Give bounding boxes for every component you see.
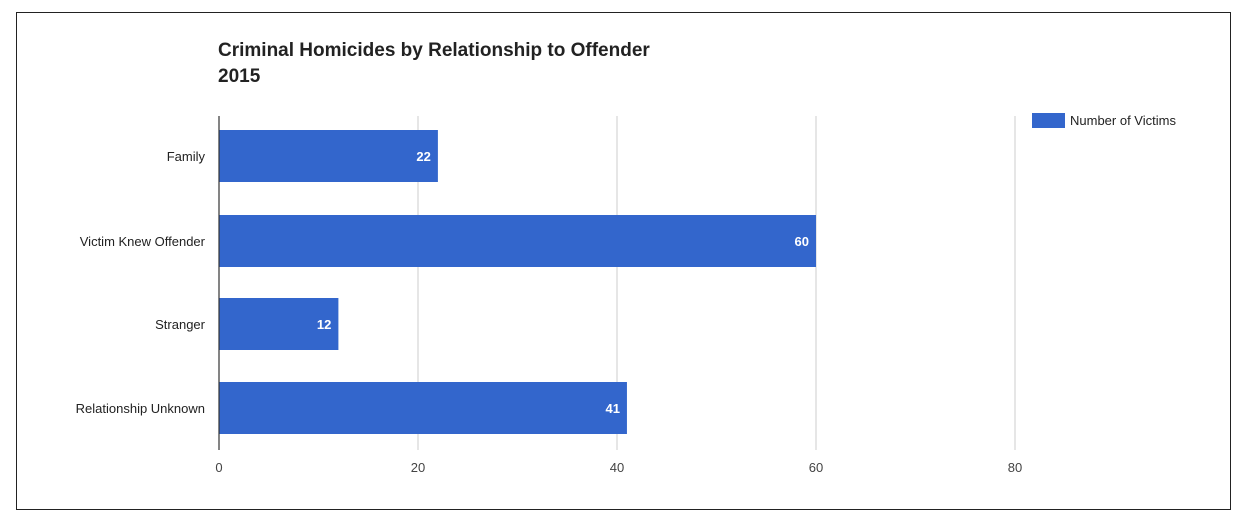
- chart-title-line-1: Criminal Homicides by Relationship to Of…: [218, 40, 650, 61]
- category-label: Stranger: [155, 317, 206, 332]
- bar: [219, 298, 339, 350]
- bar-data-label: 60: [795, 234, 809, 249]
- category-label: Victim Knew Offender: [80, 234, 206, 249]
- legend-swatch: [1032, 113, 1065, 128]
- x-tick-label: 20: [411, 460, 425, 475]
- bar: [219, 215, 816, 267]
- x-tick-label: 40: [610, 460, 624, 475]
- bar-data-label: 22: [416, 149, 430, 164]
- legend-label: Number of Victims: [1070, 113, 1176, 128]
- x-tick-label: 80: [1008, 460, 1022, 475]
- chart-title-line-2: 2015: [218, 66, 261, 87]
- bar: [219, 382, 627, 434]
- category-label: Relationship Unknown: [76, 401, 205, 416]
- x-tick-label: 0: [215, 460, 222, 475]
- chart-title: Criminal Homicides by Relationship to Of…: [218, 38, 650, 90]
- bar-data-label: 41: [605, 401, 619, 416]
- bar-data-label: 12: [317, 317, 331, 332]
- x-tick-label: 60: [809, 460, 823, 475]
- bar: [219, 130, 438, 182]
- category-label: Family: [167, 149, 206, 164]
